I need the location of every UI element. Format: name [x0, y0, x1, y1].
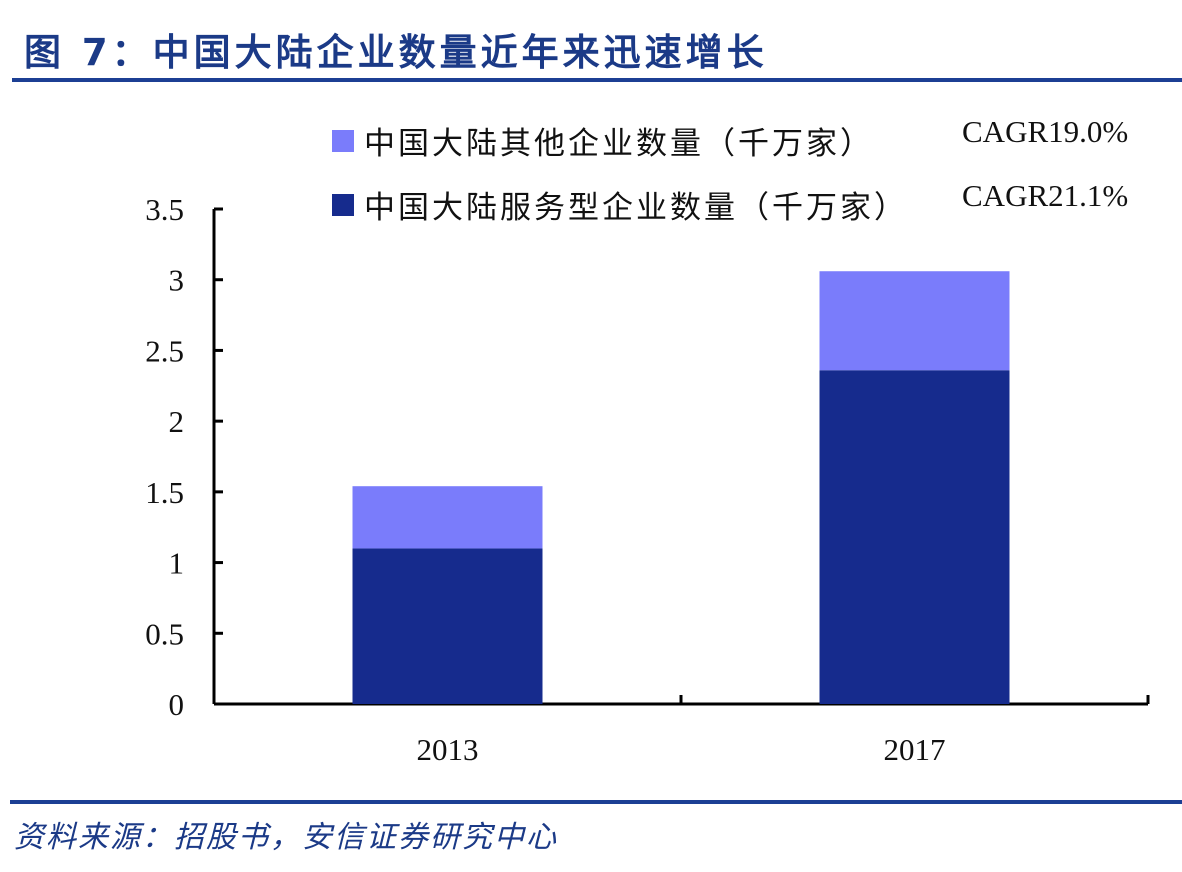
legend-cagr-other: CAGR19.0% [962, 114, 1129, 149]
source-divider [10, 800, 1182, 804]
y-tick-label: 2.5 [145, 333, 184, 368]
x-axis: 2013 2017 [212, 695, 1150, 767]
bar-other-2017 [819, 271, 1010, 371]
y-tick-label: 0.5 [145, 616, 184, 651]
bar-service-2017 [819, 370, 1010, 704]
legend-swatch-service [332, 193, 354, 216]
y-tick-label: 1 [169, 546, 185, 581]
y-tick-label: 3 [169, 263, 185, 298]
legend-item-service: 中国大陆服务型企业数量（千万家） [332, 182, 920, 227]
y-tick-label: 3.5 [145, 192, 184, 227]
bar-group [352, 271, 1010, 704]
y-axis: 0 0.5 1 1.5 2 2.5 3 3.5 [145, 192, 223, 722]
y-tick-label: 2 [169, 404, 185, 439]
legend-label-other: 中国大陆其他企业数量（千万家） [364, 126, 874, 162]
figure-title: 图 7：中国大陆企业数量近年来迅速增长 [24, 31, 768, 74]
legend-item-other: 中国大陆其他企业数量（千万家） [332, 118, 874, 163]
stacked-bar-chart: 0 0.5 1 1.5 2 2.5 3 3.5 2013 2017 [145, 192, 1150, 767]
y-tick-label: 0 [169, 687, 185, 722]
y-tick-label: 1.5 [145, 475, 184, 510]
title-divider [12, 78, 1182, 82]
source-note: 资料来源：招股书，安信证券研究中心 [14, 820, 558, 855]
bar-other-2013 [352, 486, 543, 549]
x-tick-label: 2017 [884, 732, 946, 767]
x-tick-label: 2013 [417, 732, 479, 767]
legend-swatch-other [332, 129, 354, 152]
bar-service-2013 [352, 548, 543, 704]
legend-cagr-service: CAGR21.1% [962, 178, 1129, 214]
legend-label-service: 中国大陆服务型企业数量（千万家） [364, 190, 908, 226]
